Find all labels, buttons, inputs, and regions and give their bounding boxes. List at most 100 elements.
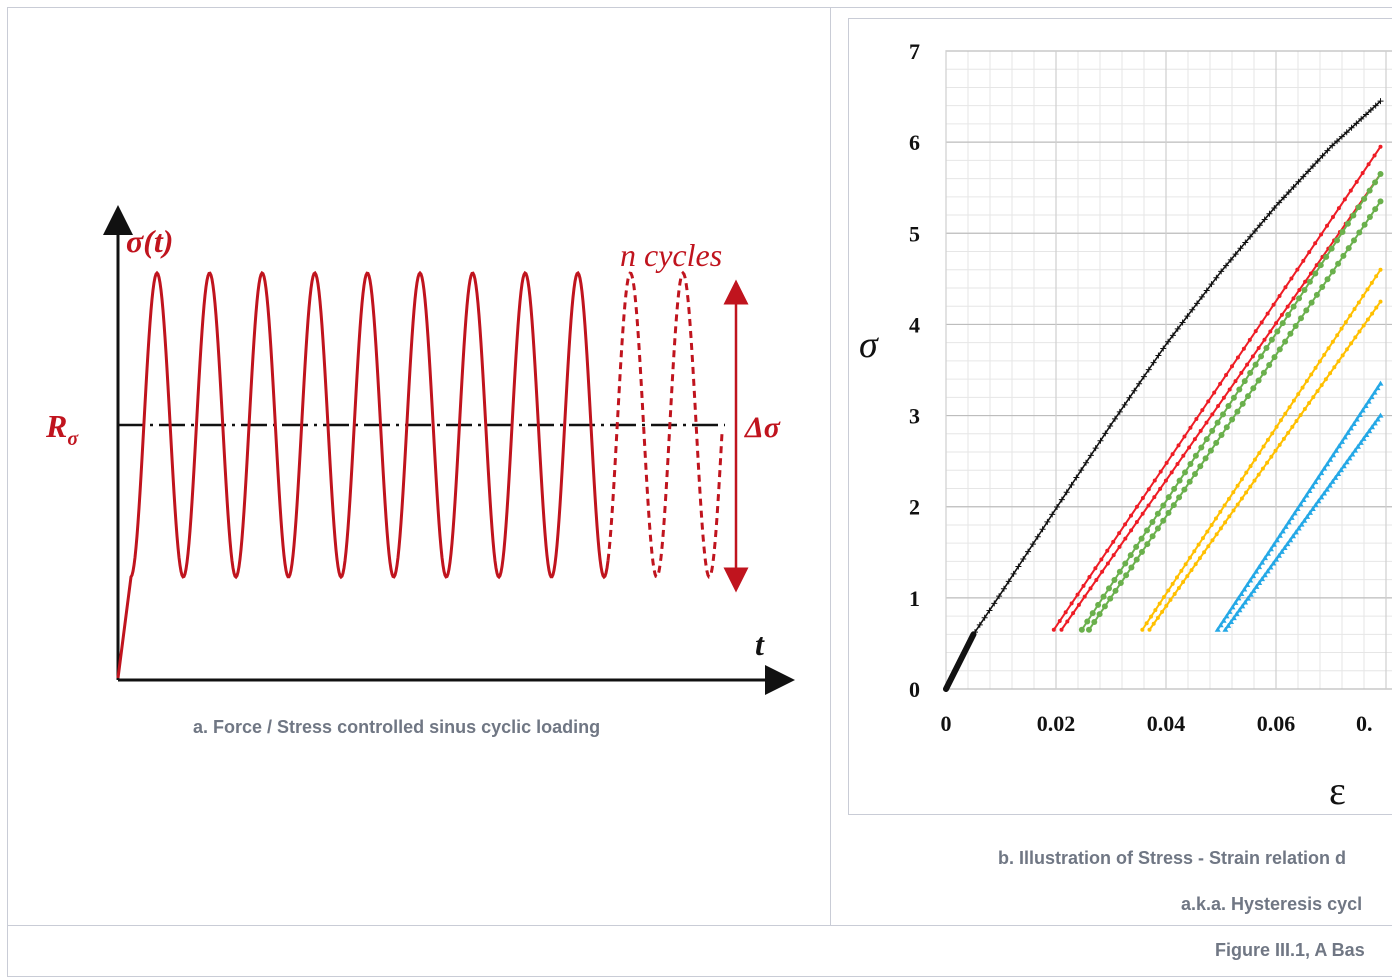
series-point xyxy=(1296,295,1303,302)
series-point xyxy=(1134,520,1139,525)
series-point xyxy=(1111,415,1118,422)
series-point xyxy=(1081,583,1086,588)
series-point xyxy=(1202,550,1207,555)
series-point xyxy=(1369,280,1374,285)
y-tick-label: 3 xyxy=(909,404,920,429)
y-tick-label: 0 xyxy=(909,677,920,702)
series-point xyxy=(1289,276,1294,281)
series-point xyxy=(1131,387,1138,394)
panel-a-cyclic-loading-diagram: σ(t) t Rσ n cycles Δσ xyxy=(45,205,795,695)
series-point xyxy=(1203,436,1210,443)
series-point xyxy=(1139,548,1145,555)
series-point xyxy=(1369,424,1376,430)
series-point xyxy=(1087,452,1094,459)
series-point xyxy=(1318,494,1325,500)
series-point xyxy=(1286,430,1291,435)
series-point xyxy=(1241,346,1246,351)
series-point xyxy=(1315,474,1322,480)
series-point xyxy=(1306,488,1313,494)
series-point xyxy=(1300,497,1307,503)
x-tick-label: 0.02 xyxy=(1037,711,1076,736)
series-point xyxy=(1237,245,1244,252)
series-point xyxy=(1245,393,1251,400)
series-point xyxy=(1244,490,1249,495)
series-point xyxy=(1168,597,1173,602)
series-point xyxy=(1015,563,1022,570)
series-point xyxy=(1218,381,1223,386)
series-point xyxy=(1117,580,1124,587)
series-point xyxy=(1304,513,1311,519)
series-point xyxy=(1339,438,1346,444)
series-point xyxy=(1206,399,1211,404)
series-point xyxy=(1170,452,1175,457)
series-point xyxy=(1270,431,1275,436)
panel-a-caption: a. Force / Stress controlled sinus cycli… xyxy=(193,717,601,737)
series-point xyxy=(1235,595,1242,601)
series-point xyxy=(1252,478,1257,483)
series-point xyxy=(1345,245,1352,252)
series-point xyxy=(996,593,1003,600)
series-point xyxy=(1298,315,1304,322)
series-point xyxy=(1152,495,1157,500)
series-point xyxy=(1117,531,1122,536)
series-point xyxy=(1288,514,1295,520)
series-point xyxy=(1357,439,1364,445)
series-point xyxy=(1343,320,1348,325)
series-point xyxy=(1361,323,1366,328)
series-point xyxy=(1262,337,1267,342)
series-point xyxy=(1092,445,1099,452)
series-point xyxy=(1253,568,1260,574)
y-tick-label: 2 xyxy=(909,495,920,520)
series-point xyxy=(1371,389,1378,395)
series-point xyxy=(1352,307,1357,312)
series-point xyxy=(1192,470,1198,477)
series-point xyxy=(1244,470,1249,475)
series-point xyxy=(1339,326,1344,331)
series-point xyxy=(1278,548,1285,554)
series-point xyxy=(1088,586,1093,591)
series-point xyxy=(1242,239,1249,246)
series-point xyxy=(1235,502,1240,507)
series-point xyxy=(1377,198,1384,205)
series-point xyxy=(1176,585,1181,590)
series-point xyxy=(1270,560,1277,566)
series-point xyxy=(1213,516,1218,521)
series-point xyxy=(1218,526,1223,531)
series-point xyxy=(1247,233,1254,240)
series-point xyxy=(1301,517,1308,523)
series-point xyxy=(1304,379,1309,384)
series-point xyxy=(1295,525,1302,531)
series-point xyxy=(1242,599,1249,605)
series-point xyxy=(1179,568,1184,573)
series-point xyxy=(1182,434,1187,439)
series-point xyxy=(1259,320,1264,325)
series-point xyxy=(1324,147,1331,154)
series-point xyxy=(1181,453,1186,458)
series-point xyxy=(1150,359,1157,366)
series-point xyxy=(1314,157,1321,164)
series-point xyxy=(1248,484,1253,489)
series-point xyxy=(1229,604,1236,610)
series-point xyxy=(1063,489,1070,496)
series-point xyxy=(1301,258,1306,263)
series-point xyxy=(1250,354,1255,359)
series-point xyxy=(1287,405,1292,410)
series-point xyxy=(1058,496,1065,503)
series-point xyxy=(1260,369,1267,376)
series-point xyxy=(1136,380,1143,387)
series-point xyxy=(1372,102,1379,109)
series-point xyxy=(1117,544,1122,549)
series-point xyxy=(1140,496,1145,501)
series-point xyxy=(1265,437,1270,442)
series-point xyxy=(1347,425,1354,431)
series-point xyxy=(1329,142,1336,149)
series-point xyxy=(1274,328,1281,335)
series-point xyxy=(1005,578,1012,585)
series-point xyxy=(1324,461,1331,467)
series-point xyxy=(1309,483,1316,489)
series-point xyxy=(1378,144,1383,149)
series-point xyxy=(1334,138,1341,145)
series-point xyxy=(1205,529,1210,534)
series-point xyxy=(1291,398,1296,403)
series-point xyxy=(1140,511,1145,516)
